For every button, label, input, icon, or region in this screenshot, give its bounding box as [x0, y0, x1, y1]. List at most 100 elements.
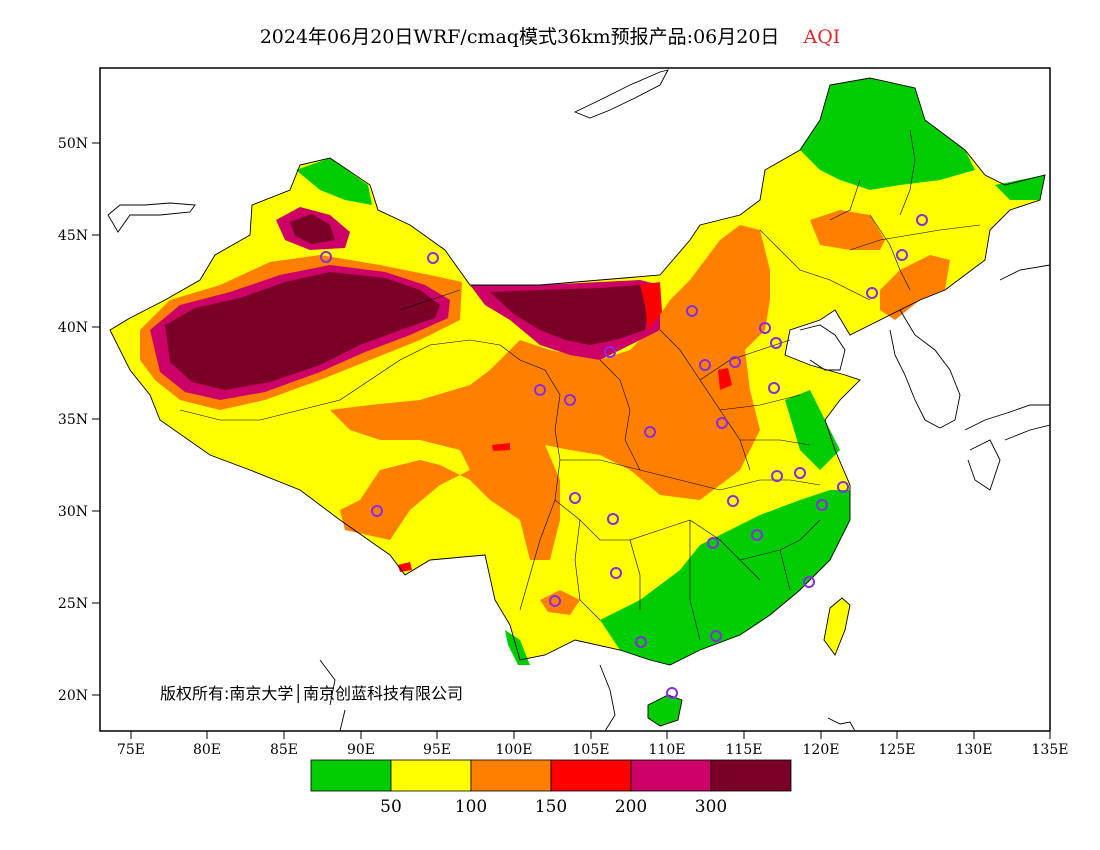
lon-tick-125: 125E — [879, 731, 916, 758]
legend-swatch — [390, 759, 472, 792]
region-red-tibet-south — [398, 562, 412, 572]
boundary-lines — [107, 69, 1050, 731]
lat-tick-35: 35N — [58, 412, 100, 428]
station-marker — [896, 249, 908, 261]
region-orange-central — [330, 225, 770, 560]
lon-tick-85: 85E — [270, 731, 298, 758]
region-maroon-dzungaria — [290, 214, 335, 244]
legend-label: 50 — [380, 797, 402, 817]
region-green-hainan — [648, 695, 682, 726]
region-red-center — [492, 443, 510, 451]
lat-label: 45N — [58, 228, 88, 244]
lon-tick-135: 135E — [1032, 731, 1069, 758]
station-marker — [604, 346, 616, 358]
station-marker — [794, 467, 806, 479]
lat-label: 40N — [58, 320, 88, 336]
lon-label: 95E — [423, 742, 451, 758]
map-title: 2024年06月20日WRF/cmaq模式36km预报产品:06月20日 AQI — [0, 22, 1100, 49]
lat-tick-25: 25N — [58, 596, 100, 612]
station-marker — [710, 630, 722, 642]
station-marker — [816, 499, 828, 511]
taiwan-outline — [823, 597, 851, 656]
legend-swatch — [630, 759, 712, 792]
region-green-south — [600, 490, 850, 665]
region-orange-liaoning — [880, 255, 950, 320]
legend-label: 200 — [615, 797, 647, 817]
station-marker — [699, 359, 711, 371]
legend-swatch — [310, 759, 392, 792]
region-maroon-tarim — [165, 272, 440, 390]
lat-label: 25N — [58, 596, 88, 612]
legend-swatch — [550, 759, 632, 792]
lon-tick-130: 130E — [956, 731, 993, 758]
lon-label: 110E — [649, 742, 686, 758]
lat-label: 35N — [58, 412, 88, 428]
station-marker — [564, 394, 576, 406]
legend-label: 100 — [455, 797, 487, 817]
lon-tick-105: 105E — [573, 731, 609, 758]
lon-tick-100: 100E — [496, 731, 532, 758]
station-marker — [569, 492, 581, 504]
station-marker — [707, 537, 719, 549]
india-border — [319, 659, 346, 731]
station-marker — [371, 505, 383, 517]
region-orange-northeast — [810, 210, 885, 250]
station-marker — [771, 470, 783, 482]
station-marker — [686, 305, 698, 317]
philippines-fragment — [827, 717, 856, 731]
lon-axis: 75E 80E 85E 90E 95E 100E 105E 110E 115E … — [117, 731, 1069, 758]
vietnam-coast — [599, 664, 616, 731]
station-marker — [549, 595, 561, 607]
station-marker — [427, 252, 439, 264]
map-field — [110, 78, 1045, 726]
lat-tick-30: 30N — [58, 504, 100, 520]
station-marker — [727, 495, 739, 507]
region-green-east-tip — [995, 175, 1045, 200]
region-green-east-coast — [785, 390, 840, 470]
sakhalin-fragment — [573, 69, 669, 119]
lat-tick-50: 50N — [58, 136, 100, 152]
station-marker — [770, 337, 782, 349]
legend-label: 300 — [695, 797, 727, 817]
station-marker — [759, 322, 771, 334]
lon-label: 85E — [270, 742, 298, 758]
lat-label: 20N — [58, 688, 88, 704]
region-green-yunnan-south — [505, 630, 530, 665]
title-product: AQI — [803, 26, 841, 48]
legend-swatch — [710, 759, 792, 792]
lon-tick-80: 80E — [193, 731, 221, 758]
station-marker — [666, 687, 678, 699]
lon-tick-115: 115E — [726, 731, 762, 758]
legend: 50 100 150 200 300 — [310, 759, 792, 817]
lon-label: 125E — [879, 742, 916, 758]
copyright-text: 版权所有:南京大学│南京创蓝科技有限公司 — [160, 684, 464, 703]
region-green-taiwan — [824, 598, 850, 655]
station-marker — [610, 567, 622, 579]
region-maroon-inner-mongolia — [490, 285, 650, 345]
title-main: 2024年06月20日WRF/cmaq模式36km预报产品:06月20日 — [259, 26, 780, 48]
map-frame — [99, 67, 1051, 732]
region-green-northeast — [800, 78, 975, 190]
station-marker — [320, 251, 332, 263]
korea-coast — [889, 309, 961, 429]
station-marker — [635, 636, 647, 648]
lat-label: 30N — [58, 504, 88, 520]
legend-label: 150 — [535, 797, 567, 817]
lon-label: 130E — [956, 742, 993, 758]
region-red-shanxi — [718, 368, 732, 390]
station-marker — [607, 513, 619, 525]
russia-coast — [999, 264, 1050, 281]
lat-label: 50N — [58, 136, 88, 152]
china-border — [109, 77, 1046, 666]
station-marker — [866, 287, 878, 299]
lat-tick-45: 45N — [58, 228, 100, 244]
lon-label: 135E — [1032, 742, 1069, 758]
lat-axis: 50N 45N 40N 35N 30N 25N 20N — [58, 136, 100, 704]
lon-label: 75E — [117, 742, 145, 758]
province-lines — [179, 129, 981, 641]
station-marker — [916, 214, 928, 226]
japan-coast — [964, 404, 1050, 491]
kazakh-lake — [107, 202, 196, 233]
station-marker — [837, 481, 849, 493]
